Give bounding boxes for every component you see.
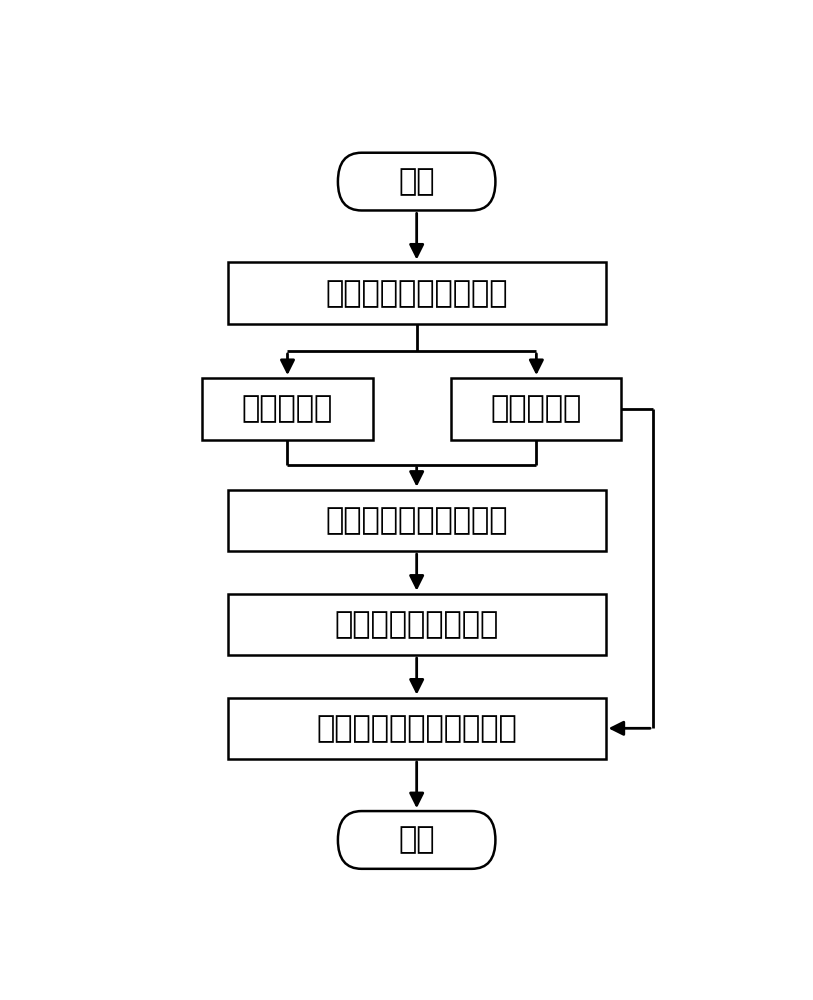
FancyBboxPatch shape [228, 594, 606, 655]
FancyBboxPatch shape [228, 262, 606, 324]
FancyBboxPatch shape [451, 378, 621, 440]
Text: 收集和划分已收集数据: 收集和划分已收集数据 [325, 279, 508, 308]
FancyBboxPatch shape [338, 153, 495, 210]
FancyBboxPatch shape [338, 811, 495, 869]
FancyBboxPatch shape [228, 490, 606, 551]
Text: 查询样本集: 查询样本集 [491, 394, 582, 423]
Text: 训练样本集: 训练样本集 [242, 394, 333, 423]
Text: 训练动态贝叶斯网络: 训练动态贝叶斯网络 [334, 610, 499, 639]
Text: 动态贝叶斯网络输出预测: 动态贝叶斯网络输出预测 [316, 714, 517, 743]
FancyBboxPatch shape [228, 698, 606, 759]
Text: 结束: 结束 [398, 825, 435, 854]
Text: 开始: 开始 [398, 167, 435, 196]
FancyBboxPatch shape [202, 378, 372, 440]
Text: 包含训练样本的时间片: 包含训练样本的时间片 [325, 506, 508, 535]
